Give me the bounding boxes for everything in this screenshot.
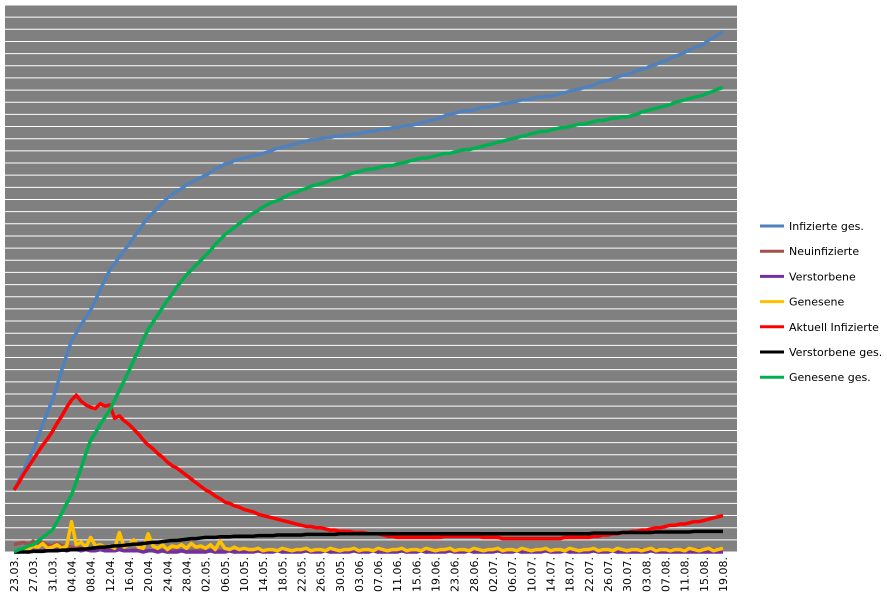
x-tick-label: 11.06. bbox=[391, 557, 404, 592]
series-line bbox=[13, 85, 724, 554]
legend-label: Infizierte ges. bbox=[789, 220, 864, 233]
legend-label: Verstorbene ges. bbox=[789, 346, 882, 359]
x-tick-label: 12.04. bbox=[104, 557, 117, 592]
x-tick-label: 15.06. bbox=[410, 557, 423, 592]
x-tick-label: 14.05. bbox=[257, 557, 270, 592]
x-tick-label: 16.04. bbox=[123, 557, 136, 592]
x-tick-label: 14.07. bbox=[545, 557, 558, 592]
x-tick-label: 15.08. bbox=[698, 557, 711, 592]
x-tick-label: 20.04. bbox=[142, 557, 155, 592]
x-tick-label: 06.05. bbox=[219, 557, 232, 592]
x-tick-label: 28.06. bbox=[468, 557, 481, 592]
legend-label: Aktuell Infizierte bbox=[789, 321, 879, 334]
legend-label: Genesene ges. bbox=[789, 371, 871, 384]
x-tick-label: 26.07. bbox=[602, 557, 615, 592]
x-tick-label: 30.05. bbox=[334, 557, 347, 592]
x-tick-label: 18.07. bbox=[564, 557, 577, 592]
series-line bbox=[14, 547, 723, 554]
x-tick-label: 22.07. bbox=[583, 557, 596, 592]
x-tick-label: 28.04. bbox=[180, 557, 193, 592]
legend-label: Genesene bbox=[789, 296, 845, 309]
x-tick-label: 24.04. bbox=[161, 557, 174, 592]
x-tick-label: 10.05. bbox=[238, 557, 251, 592]
plot-area bbox=[5, 5, 737, 552]
x-tick-label: 26.05. bbox=[315, 557, 328, 592]
x-tick-label: 02.05. bbox=[200, 557, 213, 592]
x-tick-label: 22.05. bbox=[295, 557, 308, 592]
series-line bbox=[12, 30, 724, 491]
series-line bbox=[14, 529, 723, 554]
x-tick-label: 07.06. bbox=[372, 557, 385, 592]
x-tick-label: 02.07. bbox=[487, 557, 500, 592]
x-tick-label: 18.05. bbox=[276, 557, 289, 592]
x-tick-label: 31.03. bbox=[46, 557, 59, 592]
x-tick-label: 27.03. bbox=[27, 557, 40, 592]
x-tick-label: 03.08. bbox=[640, 557, 653, 592]
x-tick-label: 04.04. bbox=[65, 557, 78, 592]
x-tick-label: 23.03. bbox=[8, 557, 21, 592]
x-tick-label: 06.07. bbox=[506, 557, 519, 592]
x-tick-label: 19.08. bbox=[717, 557, 730, 592]
x-tick-label: 10.07. bbox=[525, 557, 538, 592]
x-tick-label: 08.04. bbox=[85, 557, 98, 592]
x-tick-label: 30.07. bbox=[621, 557, 634, 592]
series-line bbox=[13, 519, 724, 554]
x-tick-label: 11.08. bbox=[679, 557, 692, 592]
x-tick-label: 19.06. bbox=[430, 557, 443, 592]
x-tick-label: 07.08. bbox=[660, 557, 673, 592]
x-tick-label: 03.06. bbox=[353, 557, 366, 592]
legend-label: Verstorbene bbox=[789, 270, 856, 283]
legend-label: Neuinfizierte bbox=[789, 245, 859, 258]
x-tick-label: 23.06. bbox=[449, 557, 462, 592]
